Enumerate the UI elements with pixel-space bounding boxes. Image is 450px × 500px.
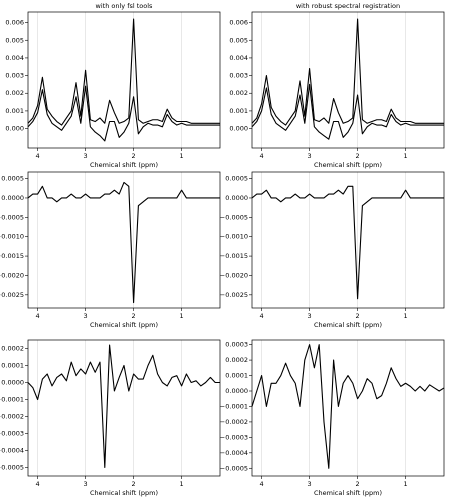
x-tick-label: 2 xyxy=(132,152,136,160)
spectrum-line xyxy=(251,83,444,140)
y-tick-label: −0.0001 xyxy=(0,396,24,404)
y-tick-label: 0.002 xyxy=(229,89,248,97)
x-tick-label: 1 xyxy=(180,152,184,160)
y-tick-label: −0.0004 xyxy=(0,447,24,455)
x-tick-label: 1 xyxy=(180,480,184,488)
x-tick-label: 2 xyxy=(356,480,360,488)
y-tick-label: −0.0015 xyxy=(220,252,248,260)
x-axis-label: Chemical shift (ppm) xyxy=(90,489,158,497)
y-tick-label: 0.0005 xyxy=(1,175,24,183)
x-tick-label: 3 xyxy=(308,152,312,160)
y-tick-label: −0.0003 xyxy=(220,433,248,441)
y-tick-label: 0.005 xyxy=(229,36,248,44)
plot-frame xyxy=(27,339,221,477)
panel-title: with only fsl tools xyxy=(96,2,154,10)
y-tick-label: 0.0002 xyxy=(1,345,24,353)
y-tick-label: 0.005 xyxy=(5,36,24,44)
y-tick-label: −0.0025 xyxy=(0,291,24,299)
x-tick-label: 1 xyxy=(404,480,408,488)
y-tick-label: 0.0000 xyxy=(1,194,24,202)
y-tick-label: 0.003 xyxy=(229,72,248,80)
x-axis-label: Chemical shift (ppm) xyxy=(314,161,382,169)
y-tick-label: 0.0003 xyxy=(225,341,248,349)
spectrum-line xyxy=(27,18,220,126)
y-tick-label: −0.0015 xyxy=(0,252,24,260)
x-tick-label: 4 xyxy=(36,152,40,160)
panel-title: with robust spectral registration xyxy=(296,2,400,10)
x-tick-label: 4 xyxy=(260,152,264,160)
y-tick-label: −0.0020 xyxy=(0,271,24,279)
plot-frame xyxy=(251,339,445,477)
plot-frame xyxy=(27,11,221,149)
y-tick-label: 0.0000 xyxy=(1,379,24,387)
y-tick-label: 0.006 xyxy=(229,19,248,27)
y-tick-label: −0.0005 xyxy=(220,213,248,221)
y-tick-label: −0.0020 xyxy=(220,271,248,279)
spectrum-line xyxy=(251,185,444,300)
x-tick-label: 2 xyxy=(132,480,136,488)
plot-frame xyxy=(27,171,221,309)
plot-frame xyxy=(251,11,445,149)
y-tick-label: 0.006 xyxy=(5,19,24,27)
spectrum-line xyxy=(27,344,220,469)
y-tick-label: −0.0002 xyxy=(0,413,24,421)
x-tick-label: 3 xyxy=(84,152,88,160)
x-tick-label: 1 xyxy=(404,152,408,160)
x-tick-label: 2 xyxy=(132,312,136,320)
y-tick-label: −0.0005 xyxy=(220,464,248,472)
y-tick-label: −0.0004 xyxy=(220,449,248,457)
x-tick-label: 4 xyxy=(260,312,264,320)
x-tick-label: 3 xyxy=(308,480,312,488)
y-tick-label: −0.0010 xyxy=(220,233,248,241)
y-tick-label: −0.0010 xyxy=(0,233,24,241)
y-tick-label: 0.002 xyxy=(5,89,24,97)
x-tick-label: 3 xyxy=(308,312,312,320)
y-tick-label: −0.0003 xyxy=(0,430,24,438)
y-tick-label: −0.0001 xyxy=(220,402,248,410)
x-tick-label: 3 xyxy=(84,312,88,320)
x-tick-label: 4 xyxy=(260,480,264,488)
x-tick-label: 2 xyxy=(356,312,360,320)
x-tick-label: 1 xyxy=(404,312,408,320)
y-tick-label: 0.0001 xyxy=(225,372,248,380)
spectrum-line xyxy=(27,181,220,304)
y-tick-label: 0.001 xyxy=(229,107,248,115)
spectrum-line xyxy=(251,18,444,126)
x-tick-label: 1 xyxy=(180,312,184,320)
y-tick-label: −0.0002 xyxy=(220,418,248,426)
y-tick-label: 0.0002 xyxy=(225,356,248,364)
y-tick-label: 0.0000 xyxy=(225,387,248,395)
y-tick-label: 0.003 xyxy=(5,72,24,80)
x-axis-label: Chemical shift (ppm) xyxy=(90,161,158,169)
x-axis-label: Chemical shift (ppm) xyxy=(90,321,158,329)
y-tick-label: −0.0005 xyxy=(0,213,24,221)
y-tick-label: 0.001 xyxy=(5,107,24,115)
y-tick-label: −0.0005 xyxy=(0,464,24,472)
plot-frame xyxy=(251,171,445,309)
y-tick-label: −0.0025 xyxy=(220,291,248,299)
x-tick-label: 4 xyxy=(36,480,40,488)
x-tick-label: 4 xyxy=(36,312,40,320)
y-tick-label: 0.0005 xyxy=(225,175,248,183)
x-axis-label: Chemical shift (ppm) xyxy=(314,321,382,329)
x-tick-label: 2 xyxy=(356,152,360,160)
spectrum-line xyxy=(27,85,220,142)
spectrum-line xyxy=(251,344,445,469)
x-axis-label: Chemical shift (ppm) xyxy=(314,489,382,497)
y-tick-label: 0.000 xyxy=(229,125,248,133)
y-tick-label: 0.004 xyxy=(229,54,248,62)
y-tick-label: 0.0001 xyxy=(1,362,24,370)
y-tick-label: 0.0000 xyxy=(225,194,248,202)
y-tick-label: 0.000 xyxy=(5,125,24,133)
x-tick-label: 3 xyxy=(84,480,88,488)
y-tick-label: 0.004 xyxy=(5,54,24,62)
